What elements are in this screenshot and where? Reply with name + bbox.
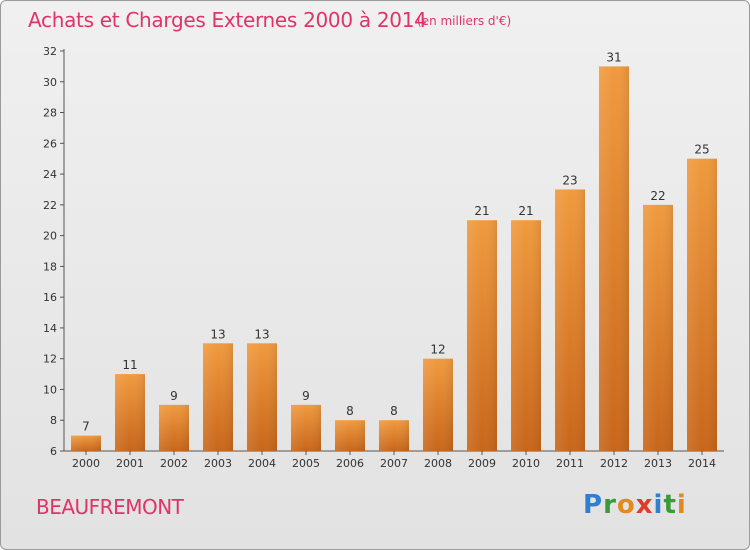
- x-tick-label: 2008: [424, 457, 452, 470]
- logo-letter: o: [616, 490, 636, 520]
- data-label: 12: [430, 343, 445, 357]
- data-label: 8: [390, 404, 398, 418]
- bar-shade: [599, 66, 629, 451]
- data-label: 9: [302, 389, 310, 403]
- x-tick-label: 2003: [204, 457, 232, 470]
- bar-shade: [423, 358, 453, 451]
- chart-subtitle: (en milliers d'€): [417, 14, 512, 28]
- chart-axes: 6 8 10 12 14 16 18 20 22 24 26 28 30 32: [43, 45, 724, 458]
- data-label: 23: [562, 173, 577, 187]
- bar-shade: [555, 189, 585, 451]
- data-label: 21: [474, 204, 489, 218]
- x-tick-label: 2011: [556, 457, 584, 470]
- bar-shade: [379, 420, 409, 451]
- x-tick-label: 2007: [380, 457, 408, 470]
- logo-letter: i: [676, 490, 687, 520]
- data-label: 22: [650, 189, 665, 203]
- logo-letter: P: [583, 490, 604, 520]
- x-tick-label: 2010: [512, 457, 540, 470]
- x-tick-label: 2005: [292, 457, 320, 470]
- data-label: 13: [210, 327, 225, 341]
- y-tick-label: 20: [43, 230, 57, 243]
- y-tick-label: 16: [43, 291, 57, 304]
- x-tick-label: 2013: [644, 457, 672, 470]
- data-label: 25: [694, 143, 709, 157]
- bar-shade: [643, 204, 673, 451]
- bar-shade: [467, 220, 497, 451]
- bar-shade: [291, 404, 321, 451]
- x-tick-label: 2001: [116, 457, 144, 470]
- bar-shade: [247, 343, 277, 451]
- y-tick-label: 10: [43, 383, 57, 396]
- x-tick-label: 2006: [336, 457, 364, 470]
- data-label: 31: [606, 50, 621, 64]
- bar-shade: [115, 374, 145, 451]
- x-tick-label: 2000: [72, 457, 100, 470]
- y-tick-label: 30: [43, 76, 57, 89]
- data-label: 21: [518, 204, 533, 218]
- y-tick-label: 32: [43, 45, 57, 58]
- y-tick-label: 22: [43, 199, 57, 212]
- y-tick-label: 14: [43, 322, 57, 335]
- x-tick-label: 2002: [160, 457, 188, 470]
- commune-name: BEAUFREMONT: [36, 495, 184, 519]
- logo-letter: r: [603, 490, 617, 520]
- chart-bars: [71, 66, 717, 451]
- chart-labels: 2000 7 2001 11 2002 9 2003 13 2004 13 2005 9 2006 8 20…: [72, 50, 716, 470]
- bar-shade: [335, 420, 365, 451]
- x-tick-label: 2009: [468, 457, 496, 470]
- data-label: 8: [346, 404, 354, 418]
- chart-title: Achats et Charges Externes 2000 à 2014: [28, 8, 427, 32]
- y-tick-label: 12: [43, 353, 57, 366]
- data-label: 13: [254, 327, 269, 341]
- y-tick-label: 26: [43, 137, 57, 150]
- x-tick-label: 2014: [688, 457, 716, 470]
- logo-letter: t: [663, 490, 677, 520]
- y-tick-label: 24: [43, 168, 57, 181]
- y-tick-label: 28: [43, 107, 57, 120]
- x-tick-label: 2004: [248, 457, 276, 470]
- logo-letter: i: [653, 490, 664, 520]
- logo-letter: x: [635, 490, 654, 520]
- data-label: 11: [122, 358, 137, 372]
- x-tick-label: 2012: [600, 457, 628, 470]
- bar-shade: [159, 404, 189, 451]
- bar-shade: [203, 343, 233, 451]
- bar-shade: [71, 435, 101, 451]
- bar-shade: [687, 158, 717, 451]
- y-tick-label: 8: [50, 414, 57, 427]
- y-tick-label: 6: [50, 445, 57, 458]
- y-tick-label: 18: [43, 260, 57, 273]
- data-label: 9: [170, 389, 178, 403]
- bar-shade: [511, 220, 541, 451]
- data-label: 7: [82, 420, 90, 434]
- proxiti-logo: Proxiti: [583, 490, 687, 520]
